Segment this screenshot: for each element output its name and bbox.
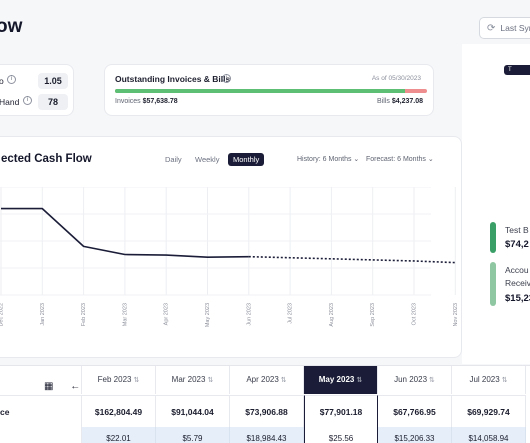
right-panel: T Test B $74,2 Accou Receiv $15,23 xyxy=(462,44,530,364)
toggle-weekly[interactable]: Weekly xyxy=(195,155,220,164)
cash-flow-line-chart: Dec 2022 Jan 2023 Feb 2023 Mar 2023 Apr 2023… xyxy=(0,187,459,327)
history-line xyxy=(1,207,249,258)
column-header-label: Apr 2023 xyxy=(246,375,279,384)
table-cell[interactable]: $67,766.95 xyxy=(378,395,452,427)
kpi-label-line: Accou xyxy=(505,265,529,275)
table-cell[interactable]: $77,901.18 xyxy=(304,395,378,427)
forecast-label: Forecast: 6 Months xyxy=(366,156,426,163)
last-sync-label: Last Sync xyxy=(500,23,530,33)
x-tick-label: Sep 2023 xyxy=(370,303,376,327)
bills-value: $4,237.08 xyxy=(391,98,423,105)
kpi-color-bar xyxy=(490,262,496,306)
row-label xyxy=(0,427,82,443)
chevron-down-icon: ⌄ xyxy=(427,156,434,163)
chart-title: ected Cash Flow xyxy=(1,153,92,165)
sort-icon[interactable]: ⇅ xyxy=(356,377,363,384)
outstanding-invoices-card: Outstanding Invoices & Bills i As of 05/… xyxy=(104,64,434,116)
column-header[interactable]: Jun 2023 ⇅ xyxy=(378,366,452,394)
ratio-row: Hand i 78 xyxy=(0,94,75,110)
column-header-label: Jun 2023 xyxy=(394,375,428,384)
forecast-dropdown[interactable]: Forecast: 6 Months ⌄ xyxy=(366,155,434,163)
history-dropdown[interactable]: History: 6 Months ⌄ xyxy=(297,155,359,163)
header-icons: ▦ ← xyxy=(44,373,80,401)
sync-icon: ⟳ xyxy=(487,22,496,34)
row-label-text: ce xyxy=(0,407,10,417)
info-icon[interactable]: i xyxy=(7,75,16,84)
table-cell[interactable]: $18,984.43 xyxy=(230,427,304,443)
kpi-label: Test B xyxy=(505,225,529,235)
x-tick-label: Jul 2023 xyxy=(288,303,294,324)
ratio-value: 78 xyxy=(38,94,68,110)
ratio-card: o i 1.05 Hand i 78 xyxy=(0,64,74,116)
sort-icon[interactable]: ⇅ xyxy=(429,377,435,384)
ratio-value: 1.05 xyxy=(38,73,68,89)
toggle-daily[interactable]: Daily xyxy=(165,155,182,164)
x-tick-label: May 2023 xyxy=(205,303,211,327)
column-header[interactable]: May 2023 ⇅ xyxy=(304,366,378,394)
column-header-label: Jul 2023 xyxy=(469,375,500,384)
column-header-label: May 2023 xyxy=(318,375,355,384)
cash-flow-chart-card: ected Cash Flow Daily Weekly Monthly His… xyxy=(0,136,462,358)
bills-label: Bills xyxy=(377,98,390,105)
ratio-label: o xyxy=(0,76,4,86)
x-tick-label: Nov 2023 xyxy=(453,303,459,327)
table-cell[interactable]: $91,044.04 xyxy=(156,395,230,427)
column-header[interactable]: Apr 2023 ⇅ xyxy=(230,366,304,394)
table-cell[interactable]: $69,929.74 xyxy=(452,395,526,427)
column-header[interactable]: Jul 2023 ⇅ xyxy=(452,366,526,394)
x-tick-label: Apr 2023 xyxy=(164,303,170,325)
page-title: ow xyxy=(0,16,23,37)
history-label: History: 6 Months xyxy=(297,156,352,163)
bills-total: Bills $4,237.08 xyxy=(377,98,423,105)
x-tick-label: Dec 2022 xyxy=(0,303,4,327)
table-cell[interactable]: $25.56 xyxy=(304,427,378,443)
sort-icon[interactable]: ⇅ xyxy=(501,377,508,384)
column-header-label: Feb 2023 xyxy=(97,375,132,384)
table-cell[interactable]: $15,206.33 xyxy=(378,427,452,443)
table-cell[interactable]: $162,804.49 xyxy=(82,395,156,427)
x-tick-label: Jun 2023 xyxy=(246,303,252,326)
kpi-label: Accou Receiv xyxy=(505,264,530,290)
ratio-label: Hand xyxy=(0,97,20,107)
invoices-total: Invoices $57,638.78 xyxy=(115,98,178,105)
x-tick-label: Aug 2023 xyxy=(329,303,335,327)
x-tick-label: Feb 2023 xyxy=(81,303,87,326)
invoices-label: Invoices xyxy=(115,98,141,105)
column-header[interactable]: Mar 2023 ⇅ xyxy=(156,366,230,394)
sort-icon[interactable]: ⇅ xyxy=(133,377,140,384)
x-tick-label: Jan 2023 xyxy=(40,303,46,326)
panel-tab-button[interactable]: T xyxy=(504,65,530,75)
table-cell[interactable]: $14,058.94 xyxy=(452,427,526,443)
toggle-monthly[interactable]: Monthly xyxy=(228,153,265,166)
calendar-icon[interactable]: ▦ xyxy=(44,381,54,392)
arrow-left-icon[interactable]: ← xyxy=(70,381,81,392)
forecast-line xyxy=(248,255,456,264)
invoices-bills-bar xyxy=(115,89,427,93)
cash-flow-table: ▦ ← Feb 2023 ⇅ $162,804.49 $22.01 Mar 2023 ⇅ $… xyxy=(0,365,530,443)
kpi-color-bar xyxy=(490,222,496,253)
table-cell[interactable]: $22.01 xyxy=(82,427,156,443)
table-cell[interactable]: $5.79 xyxy=(156,427,230,443)
sort-icon[interactable]: ⇅ xyxy=(207,377,214,384)
invoices-card-title: Outstanding Invoices & Bills xyxy=(115,74,231,84)
column-header[interactable]: Feb 2023 ⇅ xyxy=(82,366,156,394)
sort-icon[interactable]: ⇅ xyxy=(280,377,287,384)
ratio-row: o i 1.05 xyxy=(0,73,75,89)
info-icon[interactable]: i xyxy=(23,96,32,105)
row-label: ce xyxy=(0,395,82,427)
invoices-bar-fill xyxy=(115,89,406,93)
chevron-down-icon: ⌄ xyxy=(353,156,360,163)
kpi-value: $15,23 xyxy=(505,293,530,304)
table-cell[interactable]: $73,906.88 xyxy=(230,395,304,427)
info-icon[interactable]: i xyxy=(222,74,231,83)
x-tick-label: Mar 2023 xyxy=(122,303,128,326)
as-of-date: As of 05/30/2023 xyxy=(371,75,421,82)
table-header-controls: ▦ ← xyxy=(0,366,82,394)
x-tick-label: Oct 2023 xyxy=(411,303,417,325)
column-header-label: Mar 2023 xyxy=(171,375,206,384)
kpi-value: $74,2 xyxy=(505,239,529,250)
invoices-value: $57,638.78 xyxy=(142,98,178,105)
last-sync-button[interactable]: ⟳ Last Sync xyxy=(479,17,530,39)
kpi-label-line: Receiv xyxy=(505,278,530,288)
